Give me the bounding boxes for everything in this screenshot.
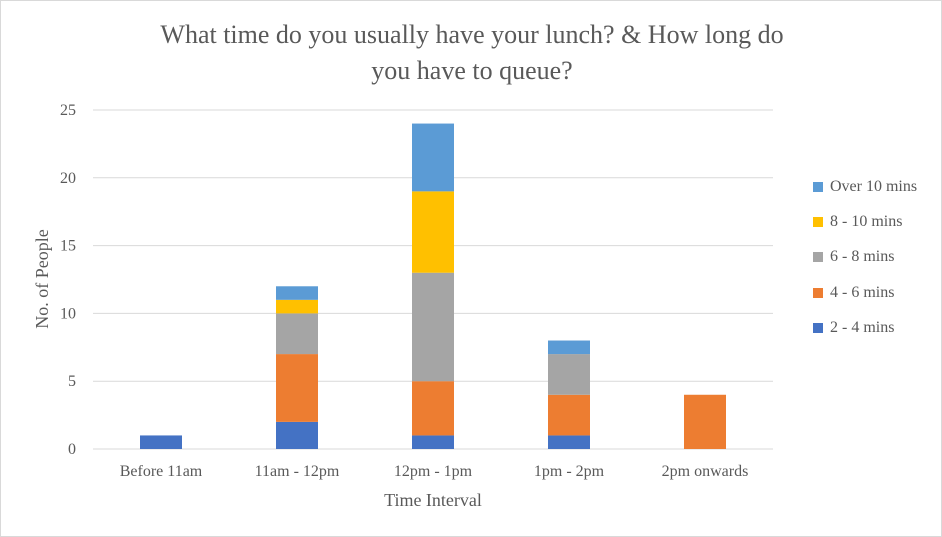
bars <box>140 123 726 449</box>
bar-segment <box>548 340 590 355</box>
chart-title-line-1: What time do you usually have your lunch… <box>160 20 784 49</box>
legend-swatch <box>813 287 823 298</box>
legend-item: Over 10 mins <box>813 169 917 204</box>
y-tick-label: 25 <box>60 102 76 119</box>
bar-segment <box>412 191 454 273</box>
y-tick-labels: 0 5 10 15 20 25 <box>60 102 76 458</box>
legend-label: 4 - 6 mins <box>830 283 895 301</box>
bar-segment <box>276 299 318 314</box>
bar-segment <box>276 313 318 355</box>
bar-segment <box>548 354 590 395</box>
y-tick-label: 10 <box>60 305 76 322</box>
x-tick-label: 1pm - 2pm <box>534 463 605 480</box>
bar-segment <box>548 394 590 436</box>
x-tick-labels: Before 11am 11am - 12pm 12pm - 1pm 1pm - 2p… <box>120 463 749 480</box>
chart-title: What time do you usually have your lunch… <box>1 17 942 89</box>
bar-segment <box>412 381 454 436</box>
y-tick-label: 20 <box>60 170 76 187</box>
y-tick-label: 5 <box>68 373 76 390</box>
legend-swatch <box>813 322 823 333</box>
bar-segment <box>276 286 318 300</box>
legend-item: 8 - 10 mins <box>813 204 917 239</box>
legend-item: 4 - 6 mins <box>813 275 917 310</box>
bar-segment <box>140 435 182 449</box>
legend-label: 8 - 10 mins <box>830 212 903 230</box>
y-axis-title: No. of People <box>32 229 52 328</box>
bar-segment <box>276 354 318 422</box>
bar-segment <box>412 272 454 382</box>
legend-item: 2 - 4 mins <box>813 310 917 345</box>
y-tick-label: 15 <box>60 238 76 255</box>
legend-label: 6 - 8 mins <box>830 248 895 266</box>
legend: Over 10 mins 8 - 10 mins 6 - 8 mins 4 - 6 m… <box>813 169 917 345</box>
bar-segment <box>412 435 454 449</box>
bar-segment <box>684 394 726 449</box>
x-tick-label: 11am - 12pm <box>255 463 340 480</box>
legend-swatch <box>813 181 823 192</box>
x-tick-label: 12pm - 1pm <box>394 463 473 480</box>
chart-title-line-2: you have to queue? <box>371 56 573 85</box>
legend-label: 2 - 4 mins <box>830 318 895 336</box>
legend-label: Over 10 mins <box>830 177 918 195</box>
x-tick-label: 2pm onwards <box>662 463 749 480</box>
legend-swatch <box>813 216 823 227</box>
legend-item: 6 - 8 mins <box>813 240 917 275</box>
bar-segment <box>276 421 318 449</box>
y-tick-label: 0 <box>68 441 76 458</box>
x-tick-label: Before 11am <box>120 463 203 480</box>
legend-swatch <box>813 252 823 263</box>
x-axis-title: Time Interval <box>384 490 482 510</box>
bar-segment <box>412 123 454 192</box>
bar-segment <box>548 435 590 449</box>
